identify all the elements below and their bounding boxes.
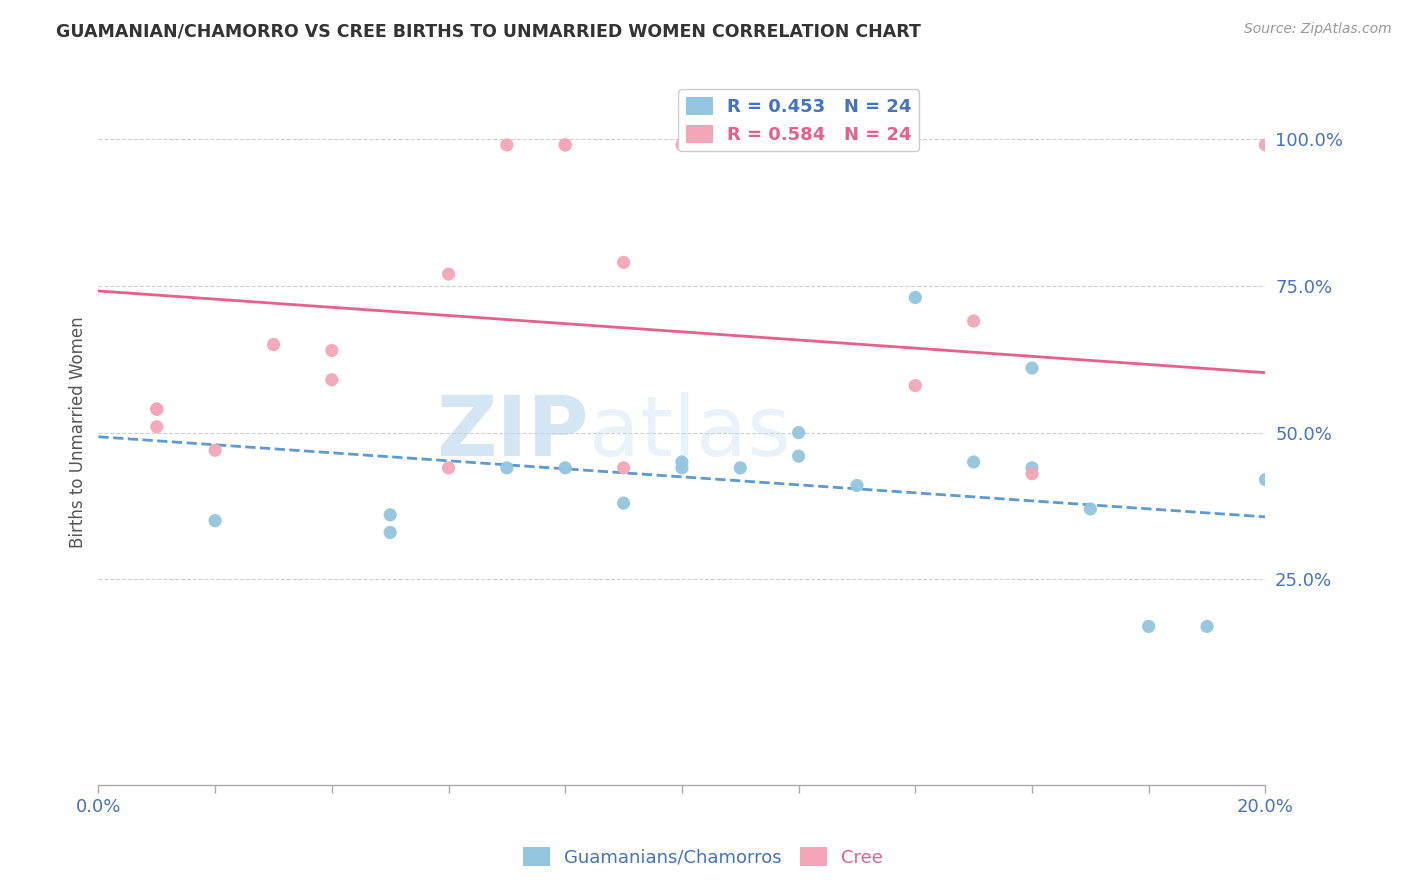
Point bbox=[437, 460, 460, 475]
Point bbox=[321, 373, 343, 387]
Point bbox=[1021, 460, 1043, 475]
Point bbox=[962, 314, 984, 328]
Point bbox=[1021, 361, 1043, 376]
Point bbox=[671, 137, 693, 152]
Point bbox=[671, 460, 693, 475]
Point bbox=[1137, 619, 1160, 633]
Point bbox=[612, 460, 634, 475]
Point bbox=[146, 402, 169, 417]
Point bbox=[554, 137, 576, 152]
Point bbox=[612, 255, 634, 269]
Point bbox=[1195, 619, 1218, 633]
Point bbox=[495, 460, 517, 475]
Point bbox=[1021, 467, 1043, 481]
Point bbox=[1080, 502, 1102, 516]
Legend: R = 0.453   N = 24, R = 0.584   N = 24: R = 0.453 N = 24, R = 0.584 N = 24 bbox=[678, 89, 920, 152]
Point bbox=[204, 514, 226, 528]
Point bbox=[845, 137, 868, 152]
Point bbox=[1254, 137, 1277, 152]
Point bbox=[495, 137, 517, 152]
Point bbox=[321, 343, 343, 358]
Point bbox=[904, 291, 927, 305]
Point bbox=[554, 137, 576, 152]
Point bbox=[1254, 473, 1277, 487]
Point bbox=[378, 525, 402, 540]
Point bbox=[671, 455, 693, 469]
Point bbox=[1371, 496, 1393, 510]
Point bbox=[612, 496, 634, 510]
Point bbox=[146, 402, 169, 417]
Point bbox=[378, 508, 402, 522]
Point bbox=[904, 378, 927, 392]
Point bbox=[730, 137, 752, 152]
Point bbox=[730, 460, 752, 475]
Point bbox=[787, 449, 810, 463]
Text: Source: ZipAtlas.com: Source: ZipAtlas.com bbox=[1244, 22, 1392, 37]
Point bbox=[845, 478, 868, 492]
Point bbox=[787, 137, 810, 152]
Point bbox=[146, 419, 169, 434]
Point bbox=[262, 337, 284, 351]
Point bbox=[1371, 660, 1393, 674]
Text: GUAMANIAN/CHAMORRO VS CREE BIRTHS TO UNMARRIED WOMEN CORRELATION CHART: GUAMANIAN/CHAMORRO VS CREE BIRTHS TO UNM… bbox=[56, 22, 921, 40]
Point bbox=[554, 460, 576, 475]
Point bbox=[204, 443, 226, 458]
Text: ZIP: ZIP bbox=[436, 392, 589, 473]
Point bbox=[437, 267, 460, 281]
Y-axis label: Births to Unmarried Women: Births to Unmarried Women bbox=[69, 317, 87, 549]
Legend: Guamanians/Chamorros, Cree: Guamanians/Chamorros, Cree bbox=[516, 840, 890, 874]
Point bbox=[962, 455, 984, 469]
Point bbox=[787, 425, 810, 440]
Text: atlas: atlas bbox=[589, 392, 790, 473]
